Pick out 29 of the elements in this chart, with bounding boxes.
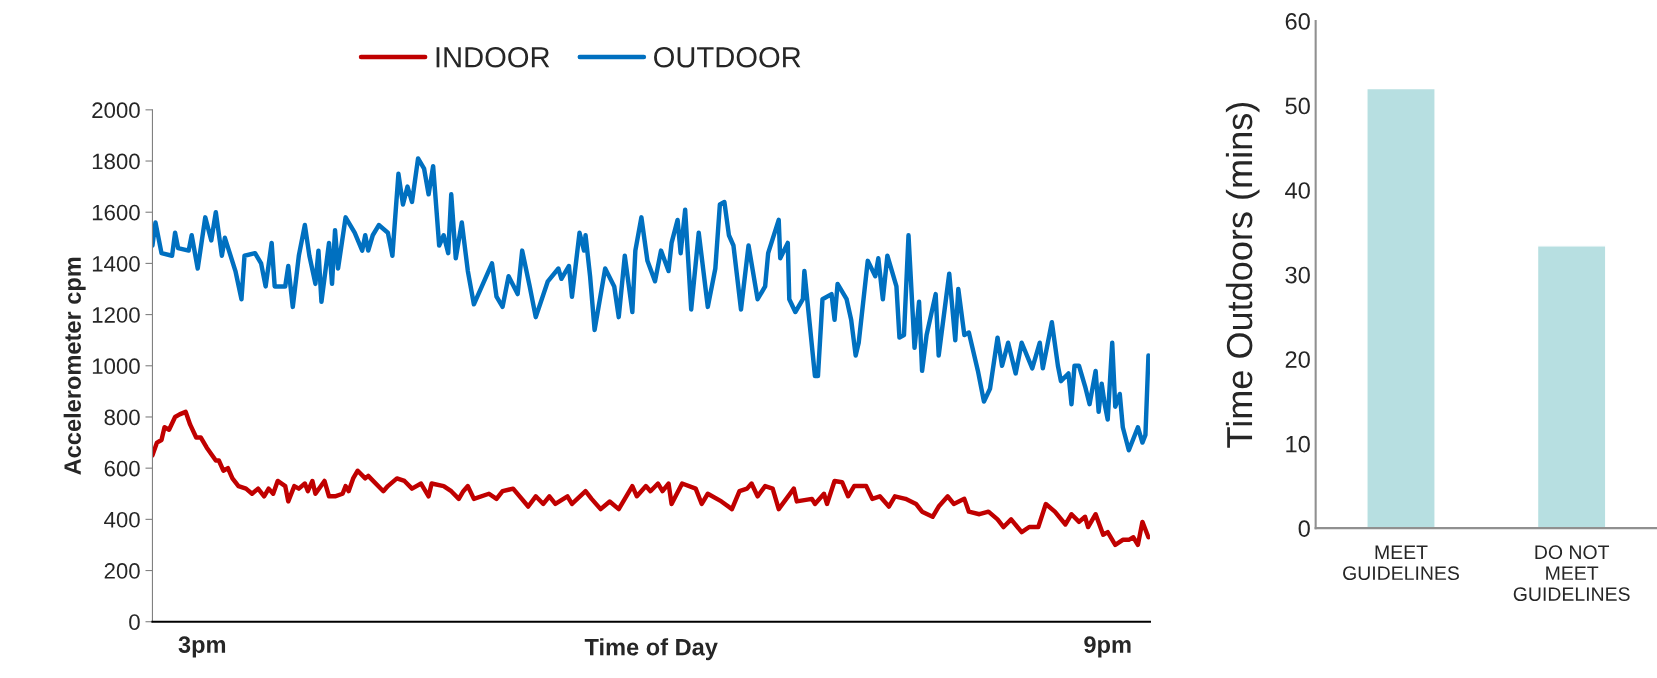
x-tick-label: 9pm xyxy=(1084,636,1131,658)
x-tick-label: 3pm xyxy=(178,636,226,658)
y-tick-label: 400 xyxy=(104,511,140,528)
legend-label: INDOOR xyxy=(436,46,550,68)
y-tick-label: 0 xyxy=(129,614,140,630)
y-axis-title: Time Outdoors (mins) xyxy=(1225,102,1260,448)
x-tick-label: DO NOT MEET GUIDELINES xyxy=(1513,545,1630,601)
y-tick-label: 2000 xyxy=(92,102,140,119)
x-axis-title: Time of Day xyxy=(584,638,718,661)
y-tick-label: 60 xyxy=(1285,13,1310,30)
y-tick-label: 40 xyxy=(1285,182,1310,199)
y-tick-label: 800 xyxy=(104,409,140,426)
y-tick-label: 1600 xyxy=(92,204,140,221)
y-tick-label: 1800 xyxy=(92,153,140,170)
y-tick-label: 10 xyxy=(1286,435,1310,453)
y-tick-label: 30 xyxy=(1285,266,1310,284)
y-tick-label: 1200 xyxy=(92,307,140,323)
y-tick-label: 1400 xyxy=(92,255,140,272)
x-tick-label: MEET GUIDELINES xyxy=(1343,545,1459,581)
legend-label: OUTDOOR xyxy=(654,46,801,68)
y-tick-label: 1000 xyxy=(92,358,140,375)
y-tick-label: 20 xyxy=(1285,351,1310,368)
y-tick-label: 600 xyxy=(104,460,140,477)
y-axis-title: Accelerometer cpm xyxy=(63,257,86,475)
y-tick-label: 0 xyxy=(1298,520,1310,537)
y-tick-label: 200 xyxy=(104,563,140,579)
line-series xyxy=(152,409,1150,548)
y-tick-label: 50 xyxy=(1285,97,1310,115)
line-series xyxy=(152,156,1150,453)
